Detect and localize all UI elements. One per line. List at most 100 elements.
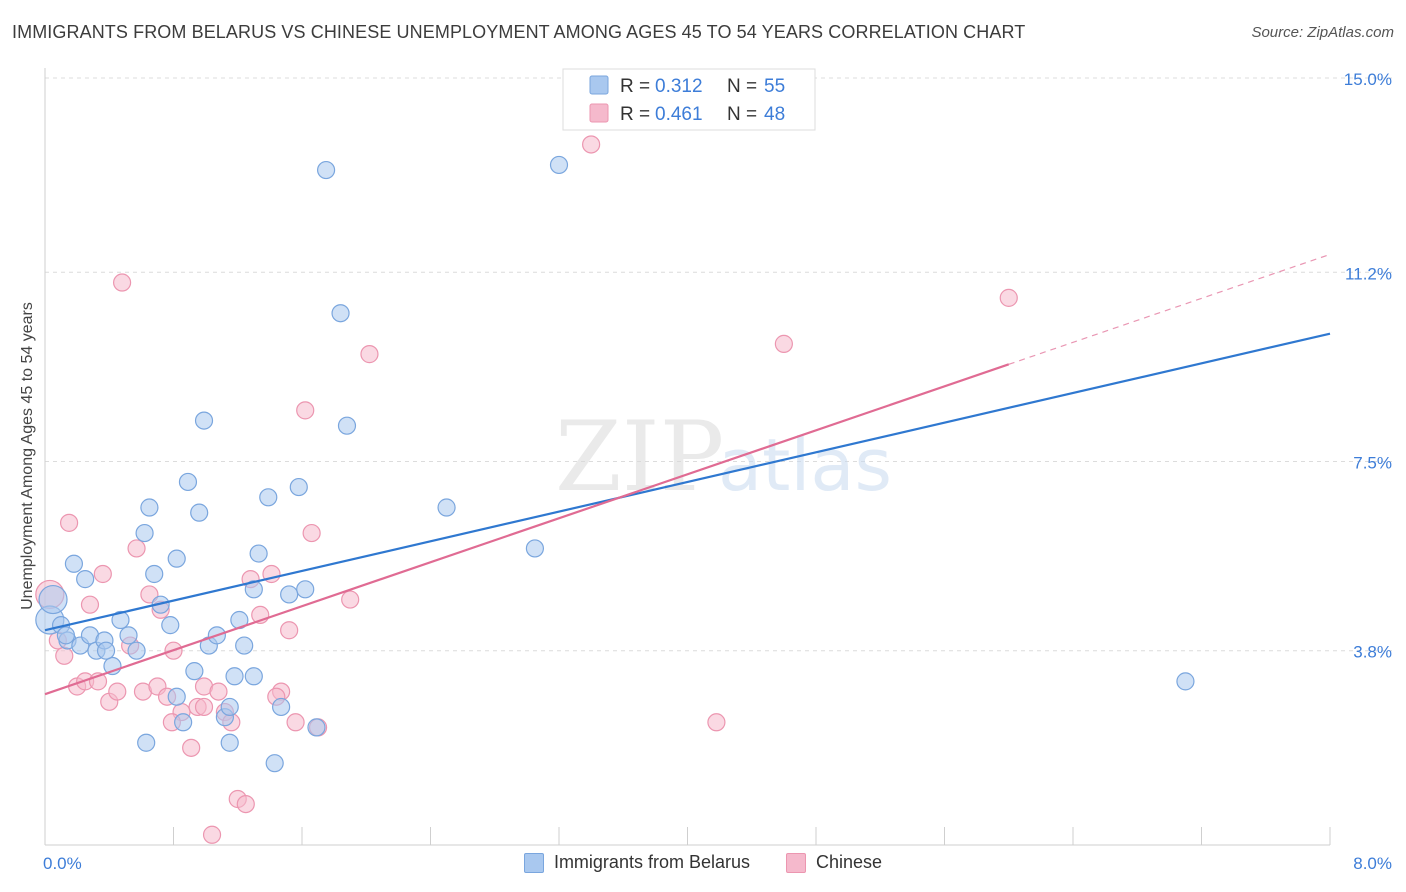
bottom-legend-item-chinese: Chinese [786, 852, 882, 873]
chinese-point-43 [774, 334, 793, 353]
belarus-point-41 [331, 304, 350, 323]
belarus-point-38 [296, 580, 315, 599]
chinese-point-42 [707, 713, 726, 732]
bottom-legend-swatch-pink [786, 852, 806, 873]
belarus-point-18 [161, 616, 180, 635]
series-chinese-points [35, 135, 1018, 844]
tick-labels: 3.8% 7.5% 11.2% 15.0% 0.0% 8.0% [43, 70, 1392, 873]
chinese-point-29 [236, 794, 255, 814]
chinese-point-6 [80, 595, 100, 614]
legend-n-label-2: N = [727, 104, 757, 125]
belarus-point-44 [525, 539, 545, 558]
belarus-point-32 [244, 580, 263, 599]
watermark: ZIP atlas [555, 401, 892, 513]
belarus-point-6 [76, 570, 95, 589]
belarus-point-4 [64, 554, 84, 573]
chinese-point-37 [302, 523, 321, 543]
chinese-point-10 [108, 682, 127, 701]
chinese-point-34 [280, 621, 299, 640]
axes [44, 68, 1331, 846]
belarus-point-24 [194, 411, 214, 430]
chinese-point-11 [112, 273, 132, 292]
y-tick-label-0: 3.8% [1353, 643, 1392, 662]
watermark-zip: ZIP [555, 401, 724, 513]
legend-r-label-2: R = [620, 104, 650, 125]
belarus-point-39 [307, 718, 326, 737]
belarus-point-42 [316, 160, 336, 180]
chinese-point-8 [93, 564, 112, 584]
trend-line-chinese [44, 363, 1010, 696]
belarus-point-33 [249, 544, 268, 563]
belarus-point-15 [140, 498, 159, 517]
belarus-point-37 [289, 477, 308, 497]
belarus-point-50 [167, 687, 186, 706]
belarus-point-19 [167, 549, 186, 568]
belarus-point-35 [265, 754, 284, 773]
chinese-point-39 [341, 590, 360, 609]
chinese-point-13 [127, 539, 146, 558]
bottom-legend-label-chinese: Chinese [816, 852, 883, 872]
bottom-legend-label-belarus: Immigrants from Belarus [553, 852, 750, 872]
belarus-point-21 [178, 472, 198, 492]
chinese-point-24 [202, 825, 222, 844]
y-tick-label-1: 7.5% [1353, 454, 1392, 473]
bottom-legend: Immigrants from Belarus Chinese [0, 852, 1406, 873]
belarus-point-31 [235, 636, 254, 655]
chinese-point-36 [296, 401, 315, 420]
chart-title: IMMIGRANTS FROM BELARUS VS CHINESE UNEMP… [12, 22, 1026, 42]
legend-swatch-pink [589, 103, 609, 123]
chinese-point-47 [194, 697, 214, 717]
belarus-point-13 [127, 641, 146, 660]
legend-n-value-1: 55 [764, 76, 785, 97]
legend-n-label-1: N = [727, 76, 757, 97]
belarus-point-36 [272, 697, 291, 717]
belarus-point-1 [38, 584, 68, 615]
x-tick-label-0: 0.0% [43, 854, 82, 873]
belarus-point-43 [437, 498, 456, 517]
bottom-legend-item-belarus: Immigrants from Belarus [523, 852, 750, 873]
belarus-point-47 [1176, 672, 1195, 691]
chinese-point-3 [59, 513, 79, 532]
legend-box: R = 0.312 N = 55 R = 0.461 N = 48 [562, 68, 816, 131]
chinese-point-2 [55, 646, 74, 665]
belarus-point-49 [220, 733, 239, 752]
legend-r-value-2: 0.461 [655, 104, 703, 125]
chinese-point-44 [999, 288, 1018, 307]
belarus-point-51 [244, 667, 263, 686]
y-tick-label-3: 15.0% [1344, 70, 1392, 89]
belarus-point-48 [137, 733, 156, 752]
chinese-point-21 [182, 738, 201, 757]
chinese-point-41 [582, 135, 601, 154]
trend-lines [44, 253, 1331, 696]
belarus-point-40 [337, 416, 357, 435]
legend-n-value-2: 48 [764, 104, 785, 125]
series-belarus-points [35, 68, 1195, 773]
belarus-point-53 [56, 626, 75, 645]
belarus-point-20 [174, 713, 193, 732]
belarus-point-54 [280, 585, 299, 604]
legend-r-value-1: 0.312 [655, 76, 703, 97]
chinese-point-40 [360, 345, 379, 364]
chinese-point-15 [140, 585, 159, 604]
y-tick-label-2: 11.2% [1345, 264, 1392, 283]
belarus-point-12 [119, 626, 138, 645]
trend-line-chinese-extension [1008, 253, 1331, 365]
belarus-point-28 [220, 697, 239, 717]
belarus-point-14 [135, 523, 154, 543]
x-tick-label-1: 8.0% [1353, 854, 1392, 873]
belarus-point-23 [190, 503, 209, 522]
belarus-point-45 [549, 155, 569, 175]
chinese-point-25 [209, 682, 228, 701]
belarus-point-52 [96, 641, 116, 660]
chinese-point-35 [286, 713, 305, 732]
belarus-point-11 [111, 610, 130, 630]
bottom-legend-swatch-blue [523, 852, 544, 873]
legend-r-label-1: R = [620, 76, 650, 97]
belarus-point-16 [145, 564, 164, 584]
source-credit: Source: ZipAtlas.com [1251, 24, 1394, 41]
grid-lines [45, 77, 1392, 652]
belarus-point-22 [185, 662, 204, 681]
watermark-atlas: atlas [718, 423, 892, 507]
legend-swatch-blue [589, 75, 609, 95]
